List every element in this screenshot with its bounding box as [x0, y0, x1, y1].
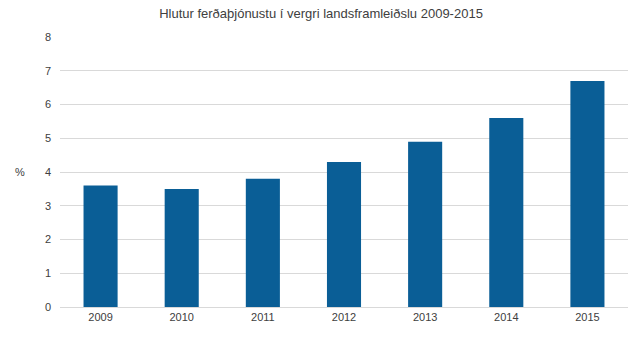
svg-text:%: %: [15, 166, 25, 178]
svg-text:0: 0: [45, 301, 51, 313]
svg-text:2013: 2013: [413, 311, 437, 323]
svg-text:2: 2: [45, 233, 51, 245]
svg-text:4: 4: [45, 166, 51, 178]
svg-text:2015: 2015: [575, 311, 599, 323]
svg-text:1: 1: [45, 267, 51, 279]
svg-text:2010: 2010: [169, 311, 193, 323]
svg-text:3: 3: [45, 200, 51, 212]
svg-text:5: 5: [45, 132, 51, 144]
svg-text:7: 7: [45, 65, 51, 77]
svg-text:2014: 2014: [494, 311, 518, 323]
svg-text:Hlutur ferðaþjónustu í vergri: Hlutur ferðaþjónustu í vergri landsframl…: [159, 6, 483, 21]
svg-text:2011: 2011: [251, 311, 275, 323]
svg-text:6: 6: [45, 98, 51, 110]
svg-text:2009: 2009: [88, 311, 112, 323]
svg-text:8: 8: [45, 31, 51, 43]
svg-text:2012: 2012: [332, 311, 356, 323]
